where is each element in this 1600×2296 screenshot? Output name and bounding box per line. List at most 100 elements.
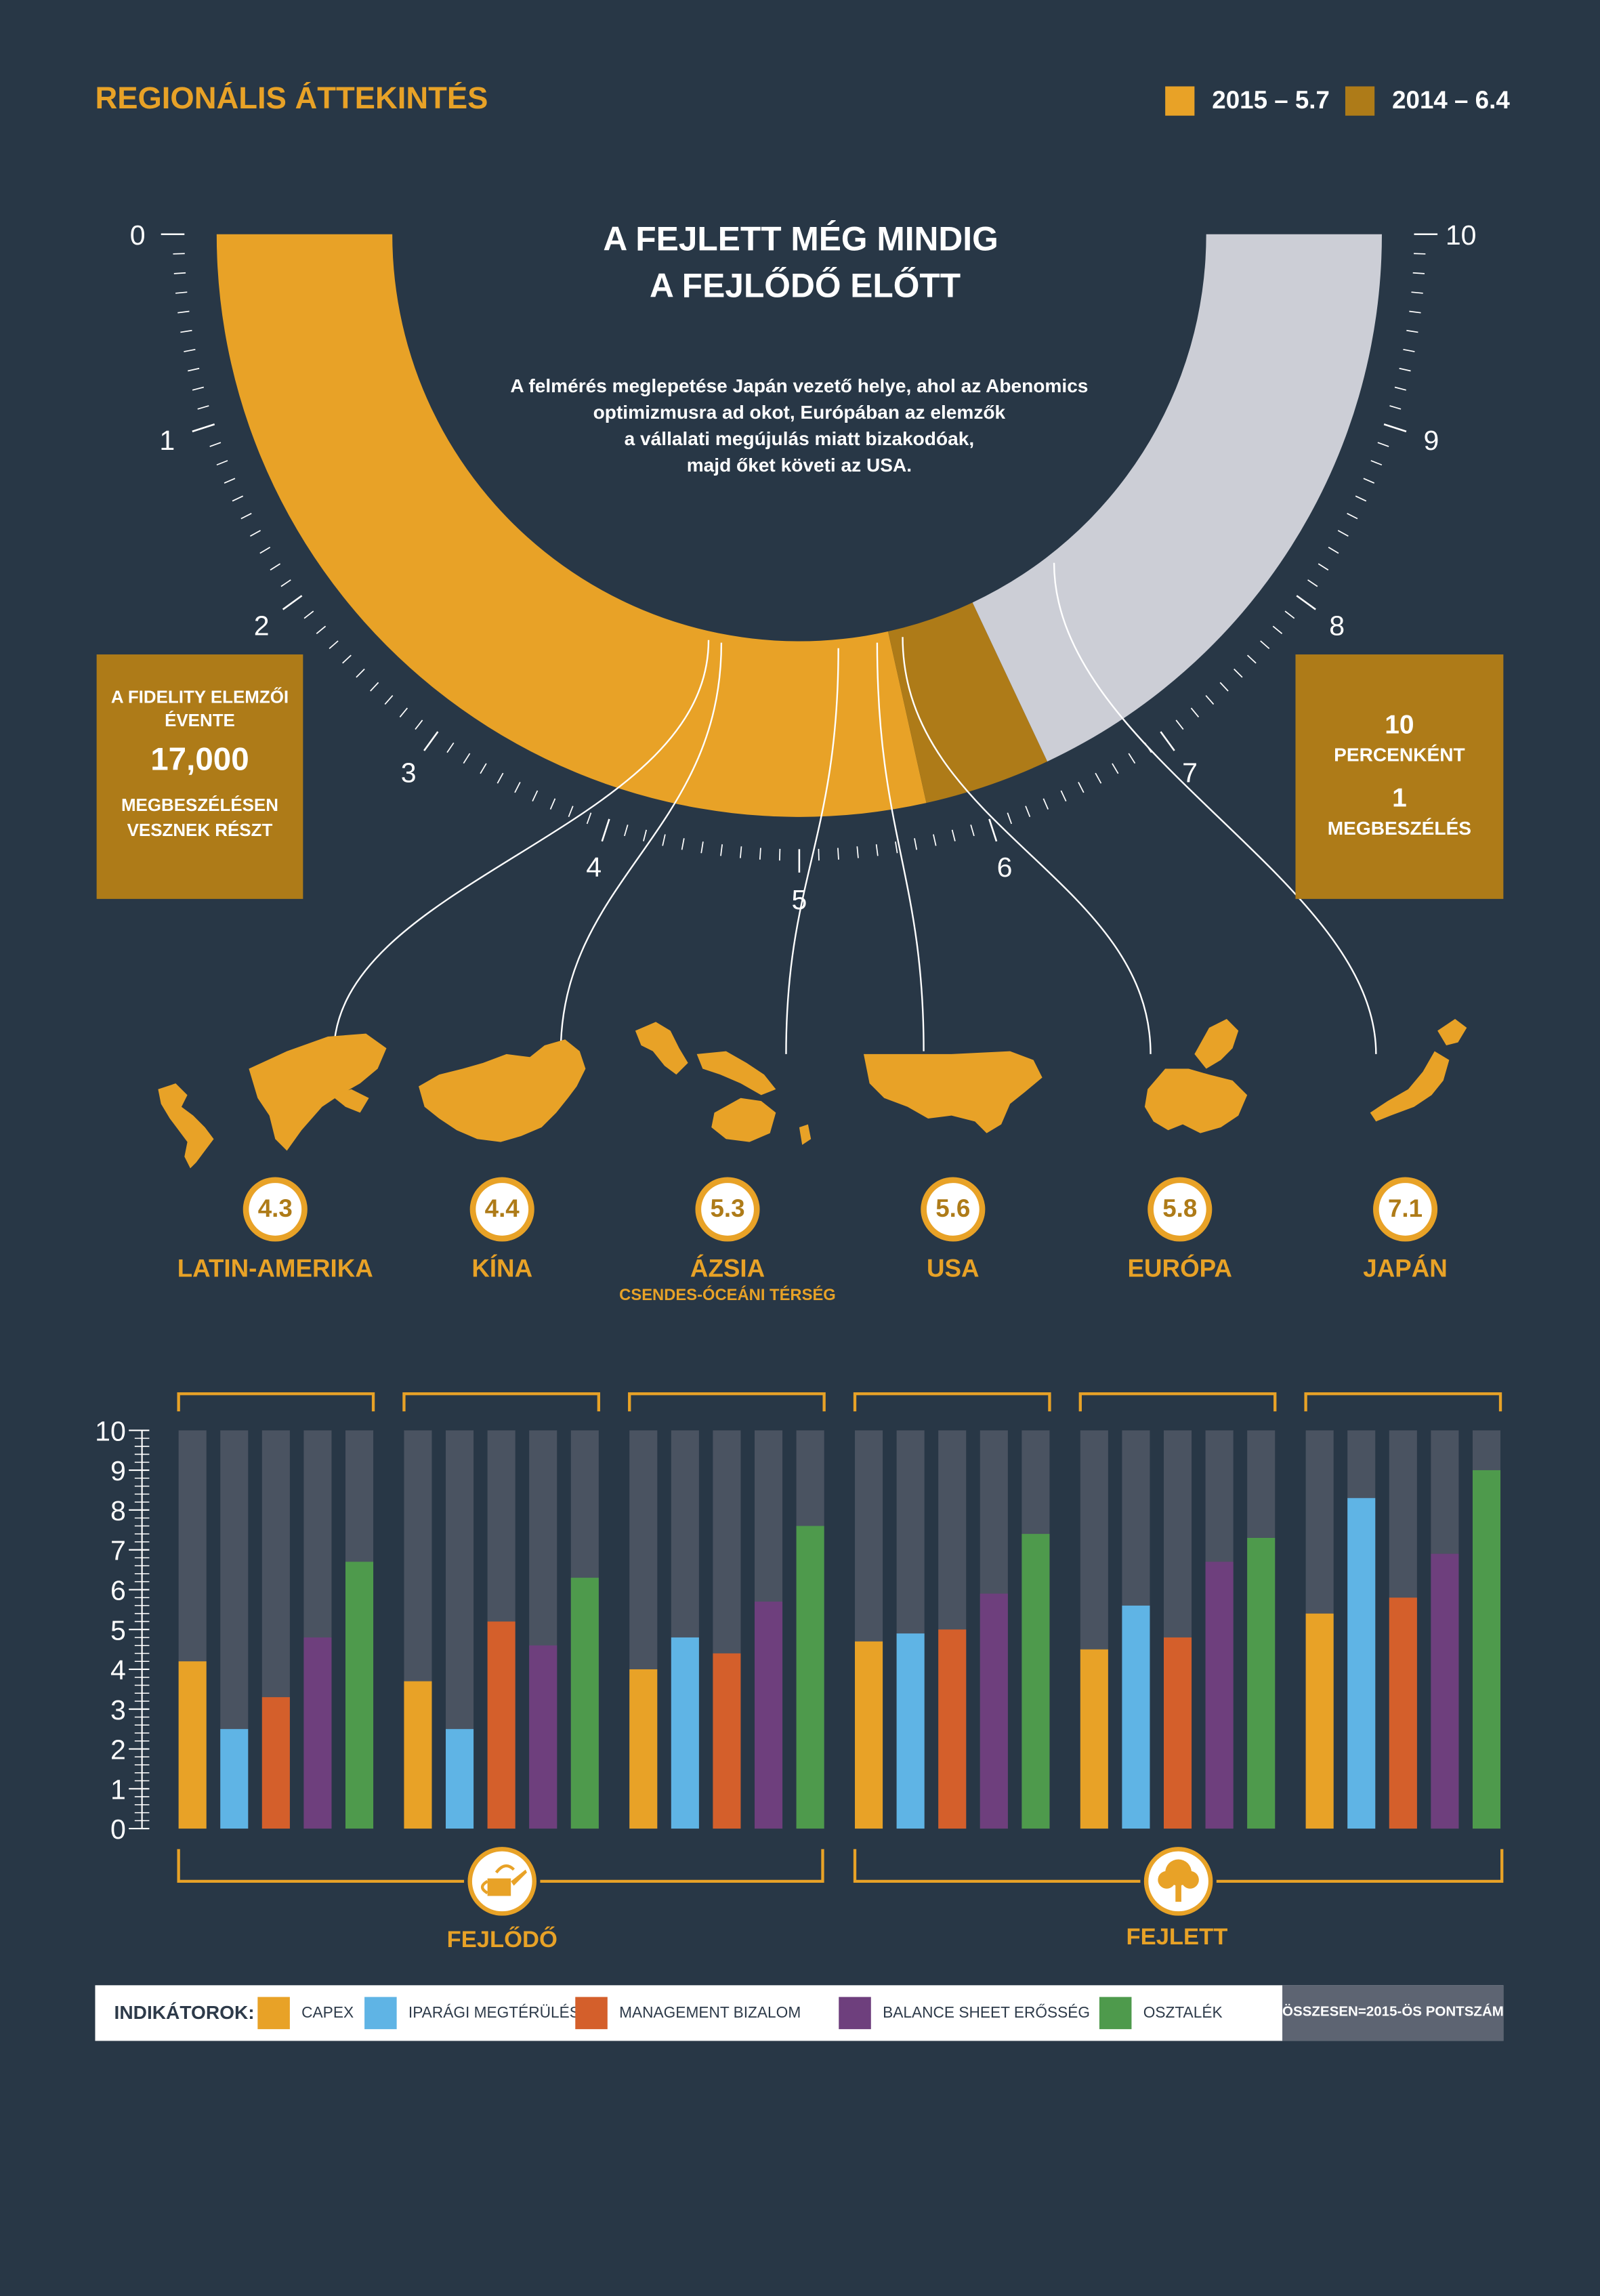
gauge-band-rest	[972, 234, 1382, 761]
legend-swatch-2014	[1345, 86, 1375, 116]
asia-pacific-map-icon	[635, 1022, 812, 1145]
gauge-major-tick	[282, 595, 303, 610]
region-name: ÁZSIA	[690, 1254, 765, 1283]
gauge-minor-tick	[1246, 654, 1257, 664]
gauge-minor-tick	[933, 834, 937, 846]
bar-1	[629, 1669, 658, 1829]
gauge-minor-tick	[1403, 348, 1415, 352]
tree-icon	[1158, 1859, 1199, 1902]
gauge-minor-tick	[700, 841, 704, 854]
y-axis-tick-label: 0	[110, 1814, 126, 1845]
gauge-minor-tick	[1205, 695, 1215, 705]
gauge-minor-tick	[1007, 812, 1013, 825]
gauge-minor-tick	[384, 695, 394, 705]
region-name: JAPÁN	[1363, 1254, 1448, 1283]
gauge-minor-tick	[1190, 707, 1200, 717]
bar-3	[938, 1629, 967, 1829]
y-axis-tick-label: 1	[110, 1774, 126, 1805]
gauge-connector-line	[785, 648, 839, 1054]
left-box-line3: MEGBESZÉLÉSEN	[121, 795, 278, 816]
gauge-minor-tick	[1377, 442, 1389, 447]
gauge-minor-tick	[497, 772, 504, 784]
gauge-major-tick	[988, 818, 998, 842]
gauge-scale-label: 10	[1446, 220, 1477, 251]
gauge-connectors	[333, 562, 1377, 1054]
indicator-legend-title: INDIKÁTOROK:	[114, 2001, 255, 2024]
watering-can-icon	[480, 1864, 527, 1896]
gauge-minor-tick	[1409, 310, 1421, 314]
group-brackets-top	[177, 1392, 1502, 1412]
gauge-minor-tick	[270, 563, 281, 571]
gauge-minor-tick	[1112, 763, 1119, 774]
gauge-bands	[216, 234, 1382, 817]
region-name: LATIN-AMERIKA	[177, 1254, 373, 1283]
usa-map-icon	[863, 1051, 1043, 1133]
gauge-minor-tick	[1412, 272, 1425, 274]
bar-2	[1122, 1605, 1150, 1829]
bar-5	[570, 1577, 599, 1829]
gauge-minor-tick	[568, 806, 574, 818]
bar-3	[261, 1697, 290, 1829]
gauge-minor-tick	[415, 719, 423, 730]
gauge-minor-tick	[1337, 530, 1349, 537]
gauge-minor-tick	[240, 513, 252, 520]
gauge-scale-label: 6	[997, 852, 1013, 883]
gauge-scale-label: 1	[159, 425, 175, 456]
bar-3	[1163, 1637, 1192, 1829]
gauge-minor-tick	[1399, 367, 1411, 372]
gauge-minor-tick	[914, 838, 918, 850]
region-score-badge: 4.3	[243, 1177, 308, 1242]
gauge-band-2015	[216, 234, 927, 817]
y-axis-tick-label: 9	[110, 1455, 126, 1486]
gauge-minor-tick	[329, 640, 339, 650]
gauge-minor-tick	[1394, 386, 1406, 391]
right-box-line2: MEGBESZÉLÉS	[1327, 816, 1472, 839]
legend-2015: 2015 – 5.7	[1165, 85, 1330, 117]
fejlett-badge	[1143, 1847, 1213, 1916]
gauge-minor-tick	[316, 625, 327, 634]
left-box-line4: VESZNEK RÉSZT	[127, 820, 273, 841]
gauge-minor-tick	[895, 841, 898, 854]
gauge-minor-tick	[970, 825, 975, 837]
indicator-label-management: MANAGEMENT BIZALOM	[619, 2004, 801, 2022]
bar-4	[1431, 1553, 1459, 1829]
page-title: REGIONÁLIS ÁTTEKINTÉS	[95, 82, 488, 116]
region-bracket-top	[177, 1392, 375, 1412]
gauge-minor-tick	[342, 654, 352, 664]
y-axis-tick-label: 6	[110, 1575, 126, 1606]
region-subtitle: CSENDES-ÓCEÁNI TÉRSÉG	[619, 1287, 836, 1305]
gauge-minor-tick	[586, 812, 592, 825]
bar-4	[303, 1637, 332, 1829]
gauge-minor-tick	[818, 848, 820, 861]
legend-swatch-2015	[1165, 86, 1195, 116]
gauge-minor-tick	[1318, 563, 1329, 571]
gauge-minor-tick	[1328, 547, 1339, 554]
bar-4	[980, 1593, 1008, 1829]
region-score-badge: 5.3	[695, 1177, 760, 1242]
indicator-swatch-capex	[257, 1997, 290, 2030]
group-bracket-left	[177, 1849, 465, 1883]
indicator-swatch-management	[575, 1997, 608, 2030]
bar-2	[1347, 1498, 1376, 1829]
left-box-number: 17,000	[150, 740, 249, 778]
gauge-connector-line	[560, 642, 723, 1054]
gauge-headline-line1: A FEJLETT MÉG MINDIG	[603, 220, 998, 258]
gauge-minor-tick	[951, 829, 956, 841]
indicator-swatch-balance	[839, 1997, 871, 2030]
gauge-minor-tick	[549, 798, 556, 810]
region-bracket-top	[402, 1392, 601, 1412]
bar-1	[855, 1641, 883, 1829]
gauge-scale-label: 5	[791, 884, 807, 915]
bar-5	[1247, 1538, 1276, 1829]
indicator-osztalek: OSZTALÉK	[1099, 1985, 1223, 2041]
y-axis-tick-label: 8	[110, 1495, 126, 1526]
gauge-minor-tick	[399, 707, 408, 717]
y-axis-tick-label: 4	[110, 1654, 126, 1686]
gauge-minor-tick	[514, 782, 521, 793]
y-axis-tick-label: 2	[110, 1734, 126, 1766]
gauge-scale-label: 8	[1329, 610, 1345, 642]
gauge-minor-tick	[1260, 640, 1270, 650]
gauge-minor-tick	[192, 386, 205, 391]
y-axis-tick-label: 7	[110, 1535, 126, 1566]
indicator-bar-chart: 0 1 2 3 4 5 6 7 8 9 10	[95, 1392, 1504, 1916]
